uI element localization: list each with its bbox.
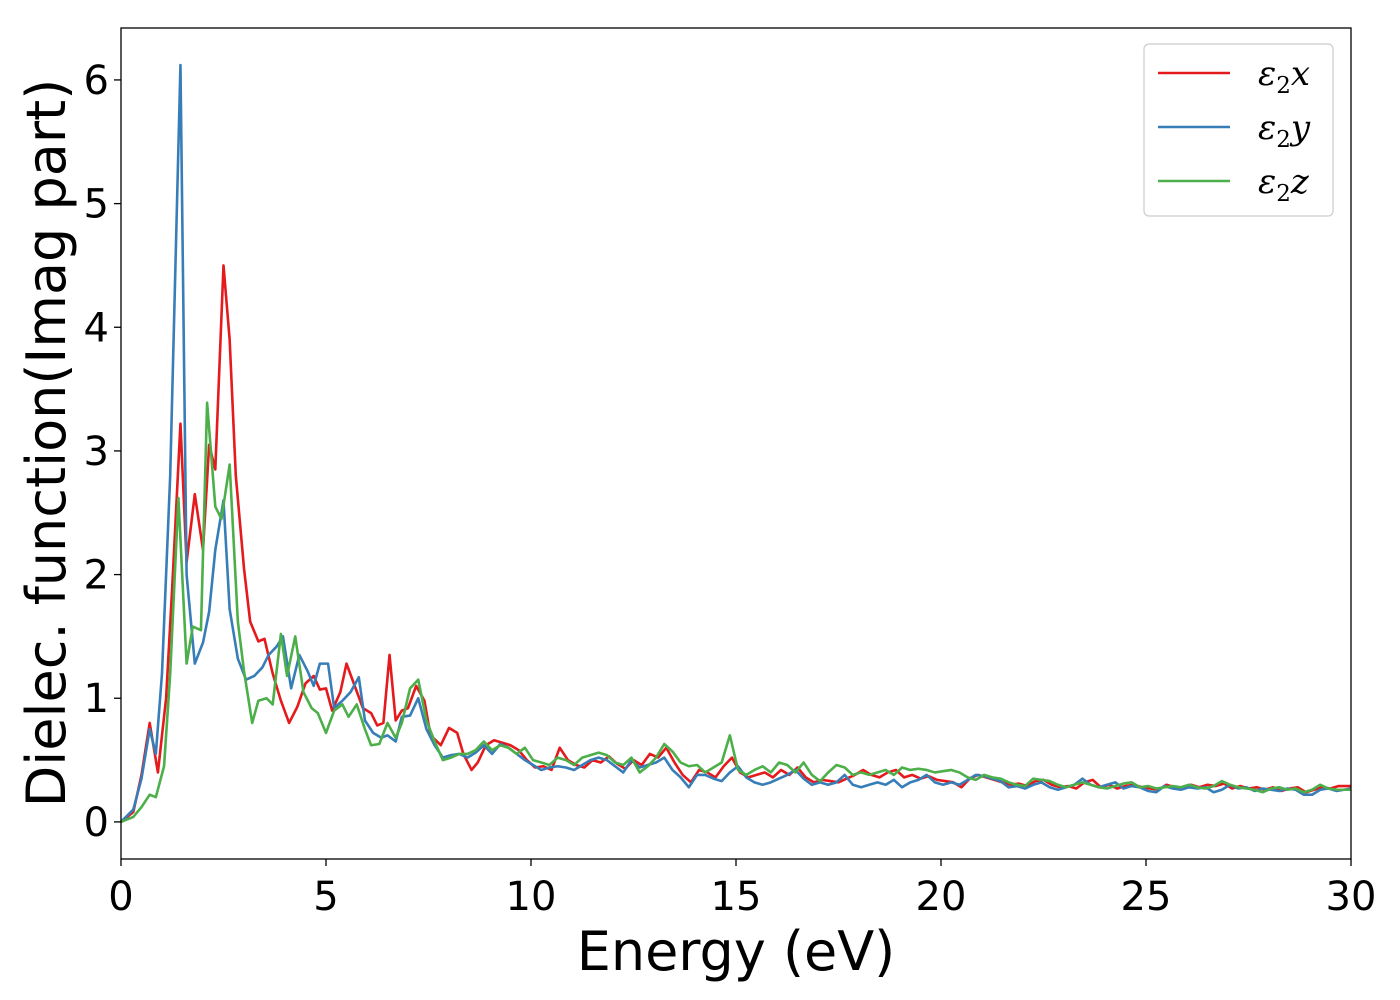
legend-label-x: ε2x — [1258, 54, 1310, 99]
legend-box — [1143, 43, 1334, 217]
series-line-z — [120, 401, 1351, 824]
y-tick-label: 0 — [84, 800, 109, 846]
legend-label-y: ε2y — [1258, 108, 1311, 153]
y-tick-label: 5 — [84, 182, 109, 228]
y-tick-label: 2 — [84, 553, 109, 599]
y-tick-label: 1 — [84, 676, 109, 722]
x-tick-label: 30 — [1326, 874, 1377, 920]
y-tick-label: 3 — [84, 429, 109, 475]
x-tick-label: 10 — [506, 874, 557, 920]
legend: ε2x ε2y ε2z — [1143, 43, 1334, 217]
x-axis: 0 5 10 15 20 25 30 — [108, 859, 1376, 920]
y-tick-label: 4 — [84, 305, 109, 351]
y-tick-label: 6 — [84, 58, 109, 104]
x-tick-label: 25 — [1121, 874, 1172, 920]
x-tick-label: 0 — [108, 874, 133, 920]
plot-series-layer — [120, 63, 1352, 824]
y-axis-title: Dielec. function(Imag part) — [15, 79, 78, 808]
x-tick-label: 5 — [313, 874, 338, 920]
y-axis: 0 1 2 3 4 5 6 — [84, 58, 121, 846]
legend-label-z: ε2z — [1258, 162, 1310, 207]
x-tick-label: 20 — [916, 874, 967, 920]
x-axis-title: Energy (eV) — [577, 920, 896, 983]
x-tick-label: 15 — [711, 874, 762, 920]
